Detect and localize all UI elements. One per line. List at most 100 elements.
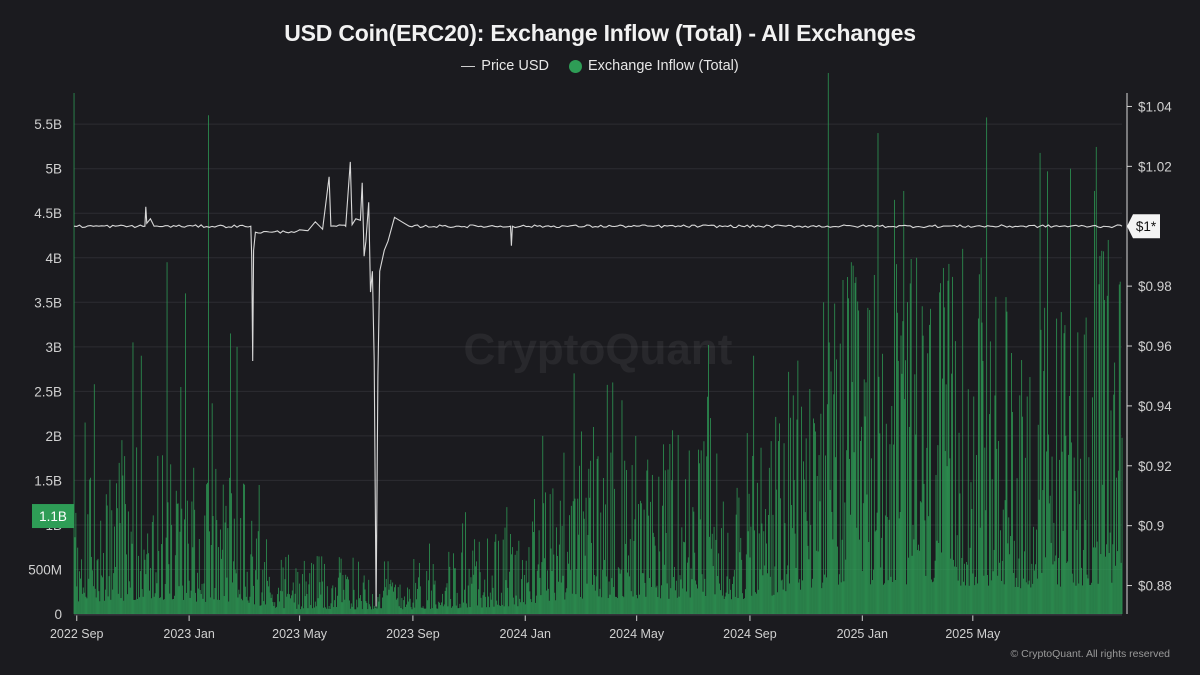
inflow-bar [81, 593, 83, 614]
inflow-bar [519, 598, 521, 614]
inflow-bar [424, 608, 426, 614]
inflow-bar [148, 553, 150, 614]
inflow-bar [282, 567, 284, 614]
inflow-bar [941, 552, 942, 614]
inflow-bar [952, 276, 953, 614]
inflow-bar [960, 585, 962, 614]
inflow-bar [843, 581, 845, 614]
legend-label-inflow: Exchange Inflow (Total) [587, 58, 739, 74]
inflow-bar [674, 566, 675, 614]
inflow-bar [423, 608, 425, 614]
inflow-bar [528, 547, 530, 614]
inflow-bar [313, 564, 314, 614]
inflow-bar [872, 579, 873, 614]
inflow-bar [947, 280, 949, 614]
inflow-bar [765, 509, 767, 614]
inflow-bar [602, 569, 604, 614]
inflow-bar [976, 455, 977, 614]
legend-item-price[interactable]: Price USD [461, 58, 549, 74]
inflow-bar [493, 606, 495, 614]
inflow-bar [1023, 578, 1024, 614]
inflow-bar [1112, 544, 1114, 614]
inflow-bar [652, 532, 654, 614]
inflow-bar [884, 583, 885, 614]
inflow-bar [372, 594, 373, 614]
inflow-bar [366, 603, 368, 614]
inflow-bar [1119, 281, 1121, 614]
inflow-bar [447, 606, 449, 614]
inflow-bar [619, 573, 621, 614]
inflow-bar [572, 501, 574, 614]
inflow-bar [759, 569, 761, 614]
inflow-bar [1095, 146, 1097, 615]
inflow-bar [409, 598, 411, 614]
inflow-bar [597, 456, 599, 614]
inflow-bar [921, 306, 923, 614]
inflow-bar [858, 310, 860, 614]
inflow-bar [153, 596, 155, 614]
inflow-bar [369, 604, 371, 614]
inflow-bar [1077, 332, 1079, 614]
inflow-bar [1089, 584, 1091, 614]
inflow-bar [1070, 168, 1071, 614]
inflow-bar [278, 587, 279, 614]
inflow-bar [861, 571, 863, 614]
inflow-bar [945, 384, 947, 614]
inflow-bar [977, 583, 978, 614]
inflow-bar [133, 599, 135, 614]
inflow-bar [363, 575, 365, 614]
inflow-bar [954, 566, 955, 614]
inflow-bar [118, 462, 120, 614]
inflow-bar [179, 531, 181, 614]
inflow-bar [534, 499, 535, 614]
inflow-bar [585, 497, 587, 614]
inflow-bar [79, 571, 80, 614]
inflow-bar [764, 565, 766, 614]
inflow-bar [1118, 284, 1120, 614]
inflow-bar [221, 549, 223, 614]
inflow-bar [516, 550, 518, 614]
inflow-bar [410, 607, 412, 614]
inflow-bar [381, 608, 383, 614]
inflow-bar [136, 447, 138, 614]
inflow-bar [745, 554, 747, 614]
inflow-bar [606, 384, 608, 614]
inflow-bar [1026, 396, 1028, 614]
inflow-bar [89, 479, 91, 614]
inflow-bar [207, 482, 208, 614]
inflow-bar [807, 545, 809, 614]
inflow-bar [1093, 547, 1094, 614]
inflow-bar [330, 603, 332, 614]
inflow-bar [203, 583, 205, 614]
inflow-bar [841, 539, 843, 614]
inflow-bar [297, 571, 299, 614]
inflow-bar [661, 585, 662, 614]
inflow-bar [848, 298, 849, 614]
inflow-bar [122, 475, 124, 614]
inflow-bar [760, 447, 762, 614]
inflow-bar [537, 564, 539, 614]
inflow-bar [705, 596, 707, 614]
inflow-bar [883, 584, 884, 614]
inflow-bar [860, 440, 861, 614]
y-left-tick-label: 3B [45, 340, 62, 355]
inflow-bar [908, 426, 910, 614]
inflow-bar [323, 607, 324, 614]
inflow-bar [810, 524, 812, 614]
inflow-bar [333, 607, 335, 614]
inflow-bar [488, 607, 490, 614]
inflow-bar [139, 597, 140, 614]
inflow-bar [124, 456, 126, 614]
inflow-bar [337, 577, 339, 614]
inflow-bar [348, 600, 350, 614]
inflow-bar [263, 601, 265, 614]
inflow-bar [623, 597, 625, 614]
inflow-bar [258, 484, 260, 614]
inflow-bar [665, 532, 667, 614]
inflow-bar [379, 593, 381, 614]
inflow-bar [292, 582, 294, 614]
inflow-bar [481, 607, 483, 614]
legend-item-inflow[interactable]: Exchange Inflow (Total) [568, 58, 739, 74]
inflow-bar [461, 552, 463, 614]
inflow-bar [852, 265, 854, 614]
